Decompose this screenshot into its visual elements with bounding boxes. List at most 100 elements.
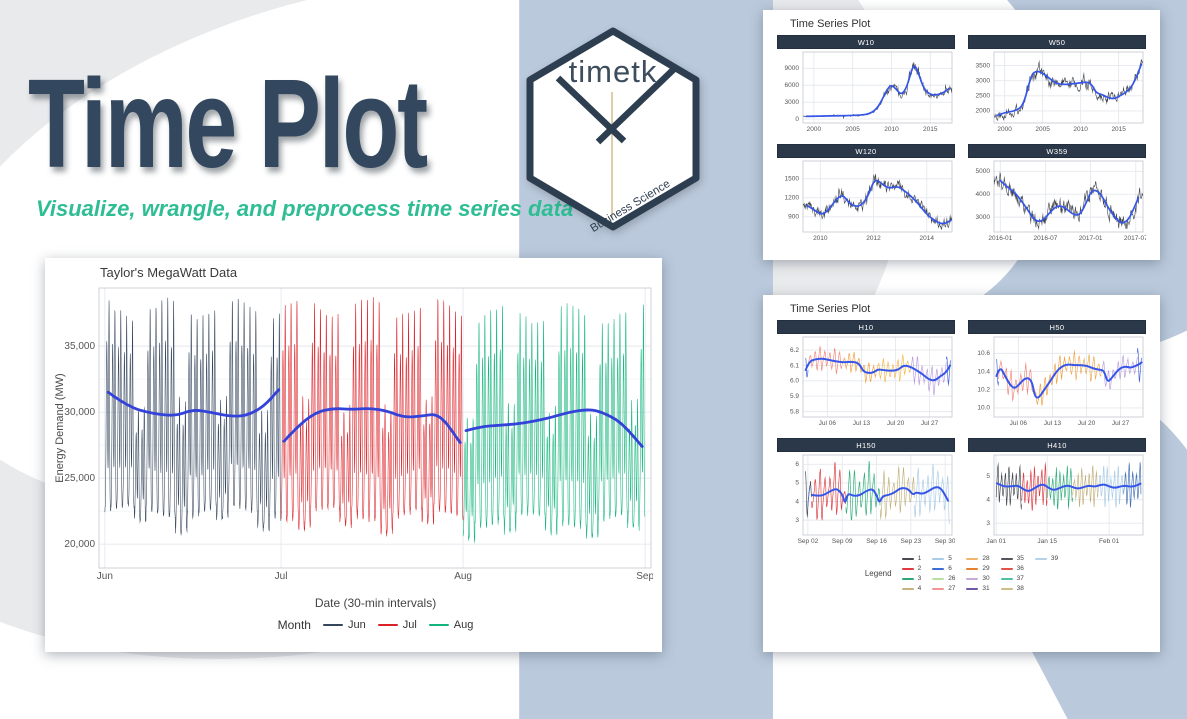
- hourly-legend-column: 39: [1034, 555, 1059, 592]
- legend-item-label: 39: [1050, 555, 1059, 562]
- facet-w359: W359: [968, 144, 1146, 244]
- hourly-timeseries-card: Time Series Plot H10 H50 H150 H410 Legend 1…: [763, 295, 1160, 652]
- hourly-legend-item-39: 39: [1034, 555, 1059, 562]
- page-title: Time Plot: [28, 53, 428, 194]
- hourly-legend-item-29: 29: [966, 565, 990, 572]
- legend-item-label: 26: [948, 575, 956, 582]
- facet-h150: H150: [777, 438, 955, 547]
- legend-item-label: 6: [948, 565, 952, 572]
- facet-strip-h10: H10: [777, 320, 955, 334]
- clock-minute-hand: [595, 66, 677, 145]
- legend-item-label: 4: [917, 585, 922, 592]
- legend-line-swatch: [1000, 577, 1013, 580]
- legend-item-label: 5: [948, 555, 952, 562]
- taylor-megawatt-card: Taylor's MegaWatt Data Date (30-min inte…: [45, 258, 662, 652]
- facet-plot-canvas-h50: [968, 334, 1146, 429]
- hourly-panel-title: Time Series Plot: [790, 303, 871, 315]
- legend-line-swatch: [322, 623, 343, 627]
- legend-item-label: 31: [982, 585, 990, 592]
- hourly-legend-item-31: 31: [966, 585, 990, 592]
- facet-plot-canvas-h10: [777, 334, 955, 429]
- legend-line-swatch: [966, 567, 979, 570]
- legend-item-label: 36: [1016, 565, 1024, 572]
- facet-strip-h410: H410: [968, 438, 1146, 452]
- hourly-legend-item-30: 30: [966, 575, 990, 582]
- facet-strip-w359: W359: [968, 144, 1146, 158]
- hourly-legend-item-35: 35: [1000, 555, 1024, 562]
- hourly-legend-item-36: 36: [1000, 565, 1024, 572]
- logo-package-name: timetk: [569, 54, 658, 89]
- facet-h410: H410: [968, 438, 1146, 547]
- legend-line-swatch: [901, 577, 914, 580]
- facet-plot-canvas-h410: [968, 452, 1146, 547]
- legend-item-label: 29: [982, 565, 990, 572]
- legend-item-label: 38: [1016, 585, 1024, 592]
- legend-item-label: 30: [982, 575, 990, 582]
- facet-plot-canvas-h150: [777, 452, 955, 547]
- facet-plot-canvas-w359: [968, 158, 1146, 244]
- hourly-legend-column: 5 6 26 27: [932, 555, 955, 592]
- taylor-chart-title: Taylor's MegaWatt Data: [100, 265, 238, 280]
- hourly-legend-column: 28 29 30 31: [966, 555, 990, 592]
- hourly-legend-item-5: 5: [932, 555, 955, 562]
- weekly-facet-grid: W10 W50 W120 W359: [777, 35, 1146, 244]
- facet-strip-w10: W10: [777, 35, 955, 49]
- legend-line-swatch: [1000, 587, 1013, 590]
- legend-line-swatch: [966, 557, 979, 560]
- taylor-legend-item-jun: Jun: [322, 619, 366, 631]
- page-subtitle: Visualize, wrangle, and preprocess time …: [36, 196, 574, 222]
- hourly-legend-item-4: 4: [901, 585, 922, 592]
- legend-line-swatch: [932, 577, 945, 580]
- hourly-legend-item-28: 28: [966, 555, 990, 562]
- facet-w50: W50: [968, 35, 1146, 135]
- legend-line-swatch: [901, 567, 914, 570]
- hourly-facet-grid: H10 H50 H150 H410: [777, 320, 1146, 547]
- legend-item-label: 1: [917, 555, 922, 562]
- taylor-plot-canvas: [49, 284, 653, 590]
- hourly-legend: Legend 1 2 3 4 5 6 26 27 28 29 30 31 35 36 37 38 39: [777, 555, 1146, 592]
- taylor-legend-item-aug: Aug: [428, 619, 474, 631]
- hourly-legend-item-37: 37: [1000, 575, 1024, 582]
- taylor-legend-title: Month: [277, 618, 311, 632]
- legend-line-swatch: [901, 557, 914, 560]
- facet-plot-canvas-w120: [777, 158, 955, 244]
- timetk-hex-logo: timetk Business Science: [526, 27, 700, 232]
- hourly-legend-item-1: 1: [901, 555, 922, 562]
- legend-line-swatch: [1034, 557, 1047, 560]
- legend-item-label: Jun: [347, 619, 366, 631]
- facet-strip-h50: H50: [968, 320, 1146, 334]
- legend-line-swatch: [932, 557, 945, 560]
- legend-line-swatch: [932, 567, 945, 570]
- hourly-legend-column: 1 2 3 4: [901, 555, 922, 592]
- hourly-legend-item-3: 3: [901, 575, 921, 582]
- taylor-legend-item-jul: Jul: [377, 619, 417, 631]
- taylor-x-axis-label: Date (30-min intervals): [314, 596, 437, 610]
- hourly-legend-item-6: 6: [932, 565, 955, 572]
- hourly-legend-column: 35 36 37 38: [1000, 555, 1024, 592]
- facet-h10: H10: [777, 320, 955, 429]
- legend-item-label: 27: [948, 585, 956, 592]
- hourly-legend-item-2: 2: [901, 565, 922, 572]
- legend-line-swatch: [1000, 567, 1013, 570]
- legend-line-swatch: [966, 587, 979, 590]
- legend-item-label: Aug: [453, 619, 474, 631]
- taylor-legend: Month Jun Jul Aug: [99, 618, 652, 632]
- legend-line-swatch: [377, 623, 398, 627]
- legend-item-label: 37: [1016, 575, 1024, 582]
- legend-item-label: 2: [917, 565, 922, 572]
- weekly-timeseries-card: Time Series Plot W10 W50 W120 W359: [763, 10, 1160, 260]
- legend-line-swatch: [901, 587, 914, 590]
- facet-strip-w120: W120: [777, 144, 955, 158]
- hourly-legend-item-27: 27: [932, 585, 955, 592]
- legend-line-swatch: [966, 577, 979, 580]
- hourly-legend-item-38: 38: [1000, 585, 1024, 592]
- hero-header: Time Plot Visualize, wrangle, and prepro…: [28, 53, 574, 222]
- legend-item-label: 28: [982, 555, 990, 562]
- legend-item-label: 35: [1016, 555, 1024, 562]
- hourly-legend-title: Legend: [864, 569, 892, 578]
- facet-plot-canvas-w50: [968, 49, 1146, 135]
- facet-plot-canvas-w10: [777, 49, 955, 135]
- facet-h50: H50: [968, 320, 1146, 429]
- legend-line-swatch: [428, 623, 449, 627]
- facet-strip-w50: W50: [968, 35, 1146, 49]
